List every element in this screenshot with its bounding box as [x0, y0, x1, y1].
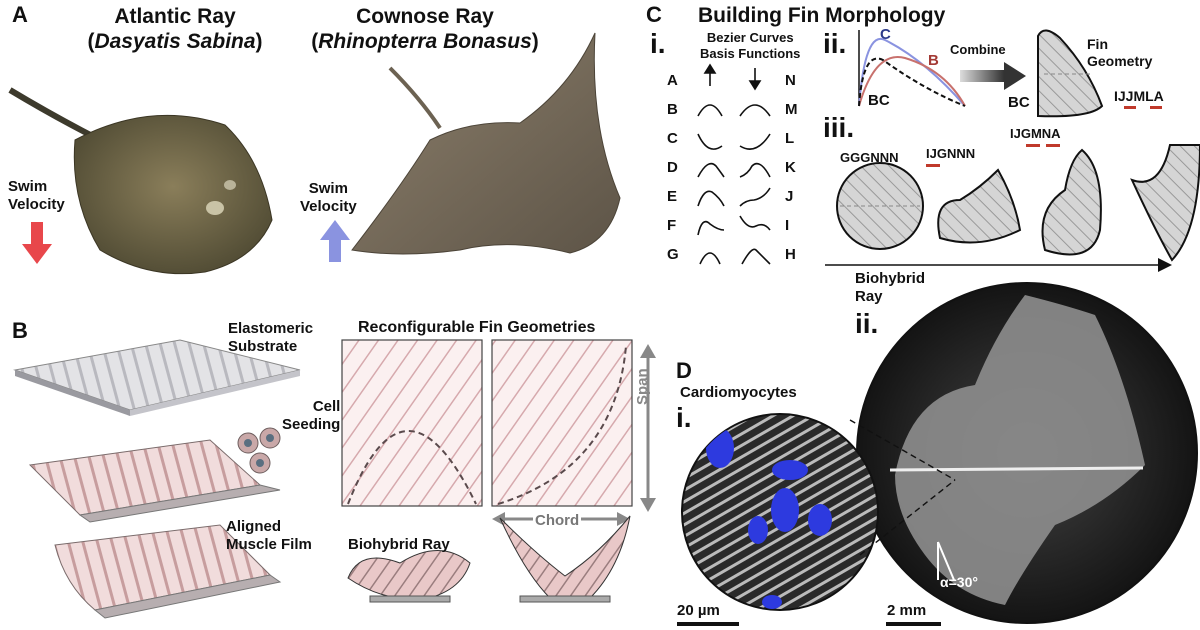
scale-bar-um — [677, 622, 739, 626]
atlantic-ray-image — [8, 87, 273, 275]
atlantic-swim-velocity-label: Swim Velocity — [8, 178, 65, 213]
cownose-ray-image — [351, 32, 621, 255]
code-ijjmla: IJJMLA — [1114, 88, 1164, 104]
panel-c-i-label: i. — [650, 28, 666, 59]
alpha-angle-icon — [937, 541, 955, 581]
span-label: Span — [634, 368, 651, 405]
cells-icon — [237, 427, 281, 474]
muscle-film-layers-illustration — [13, 339, 301, 619]
elastomeric-substrate-label: Elastomeric Substrate — [228, 320, 314, 355]
fin-geometry-label: Fin Geometry — [1087, 36, 1153, 69]
alpha-label: α=30° — [940, 574, 978, 590]
curve-c-label: C — [880, 26, 891, 43]
scale-bar-mm — [886, 622, 941, 626]
chord-label: Chord — [533, 512, 582, 530]
panel-d-i-label: i. — [676, 402, 692, 433]
cownose-ray-title: Cownose Ray (Rhinopterra Bonasus) — [300, 4, 550, 54]
aligned-muscle-film-label: Aligned Muscle Film — [226, 518, 312, 553]
combine-arrow-icon — [960, 62, 1026, 90]
code-ijjmla-marks — [1124, 106, 1162, 109]
panel-a-letter: A — [12, 2, 28, 27]
code-gggnnn: GGGNNN — [840, 150, 899, 165]
basis-letter: L — [785, 130, 795, 147]
fin-geometry-shape — [1037, 29, 1104, 118]
panel-b-letter: B — [12, 318, 28, 343]
basis-letter: I — [785, 217, 790, 234]
basis-left-letters: A B C D E F G — [667, 72, 679, 275]
atlantic-ray-species: (Dasyatis Sabina) — [87, 30, 263, 54]
basis-right-letters: N M L K J I H — [785, 72, 798, 275]
basis-letter: B — [667, 101, 678, 118]
basis-letter: A — [667, 72, 678, 89]
code-ijgnnn: IJGNNN — [926, 146, 976, 161]
basis-letter: F — [667, 217, 677, 234]
basis-letter: K — [785, 159, 796, 176]
curve-b-label: B — [928, 52, 939, 69]
atlantic-ray-name: Atlantic Ray — [114, 5, 236, 28]
biohybrid-ray-label: Biohybrid Ray — [348, 536, 450, 553]
scale-bar-um-label: 20 µm — [677, 602, 720, 619]
panel-c-ii-label-2: ii. — [855, 308, 879, 339]
biohybrid-ray-micrograph — [856, 282, 1198, 624]
bc-label: BC — [868, 92, 890, 109]
bezier-basis-title: Bezier Curves Basis Functions — [700, 30, 801, 61]
scale-bar-mm-label: 2 mm — [887, 602, 927, 619]
panel-d-letter: D — [676, 358, 692, 383]
cownose-swim-velocity-label: Swim Velocity — [300, 180, 357, 215]
code-ijgmna: IJGMNA — [1010, 126, 1061, 141]
panel-c-iii-label: iii. — [823, 112, 855, 143]
cownose-swim-arrow-icon — [320, 220, 350, 262]
biohybrid-ray-label-c: Biohybrid Ray — [855, 270, 925, 305]
bc-label-2: BC — [1008, 94, 1030, 111]
combine-label: Combine — [950, 42, 1006, 57]
panel-c-letter: C — [646, 2, 662, 27]
fin-evolution-shapes — [825, 144, 1200, 272]
basis-letter: J — [785, 188, 794, 205]
cell-seeding-label: Cell Seeding — [282, 398, 341, 433]
reconfigurable-fin-diagram — [341, 339, 656, 603]
cownose-ray-species: (Rhinopterra Bonasus) — [311, 30, 539, 54]
basis-letter: M — [785, 101, 798, 118]
atlantic-ray-title: Atlantic Ray (Dasyatis Sabina) — [60, 4, 290, 54]
atlantic-swim-arrow-icon — [22, 222, 52, 264]
basis-letter: C — [667, 130, 678, 147]
basis-letter: G — [667, 246, 679, 263]
cardiomyocytes-label: Cardiomyocytes — [680, 384, 797, 401]
combined-bezier-plot — [858, 30, 966, 107]
zoom-dashed-lines — [849, 419, 956, 556]
basis-letter: D — [667, 159, 678, 176]
panel-c-ii-label: ii. — [823, 28, 847, 59]
basis-letter: E — [667, 188, 678, 205]
cownose-ray-name: Cownose Ray — [356, 5, 494, 28]
cardiomyocyte-micrograph — [681, 413, 879, 611]
basis-letter: N — [785, 72, 796, 89]
building-fin-morphology-title: Building Fin Morphology — [698, 4, 946, 27]
bezier-basis-curves — [697, 63, 771, 265]
reconfigurable-fin-title: Reconfigurable Fin Geometries — [358, 319, 596, 336]
basis-letter: H — [785, 246, 796, 263]
